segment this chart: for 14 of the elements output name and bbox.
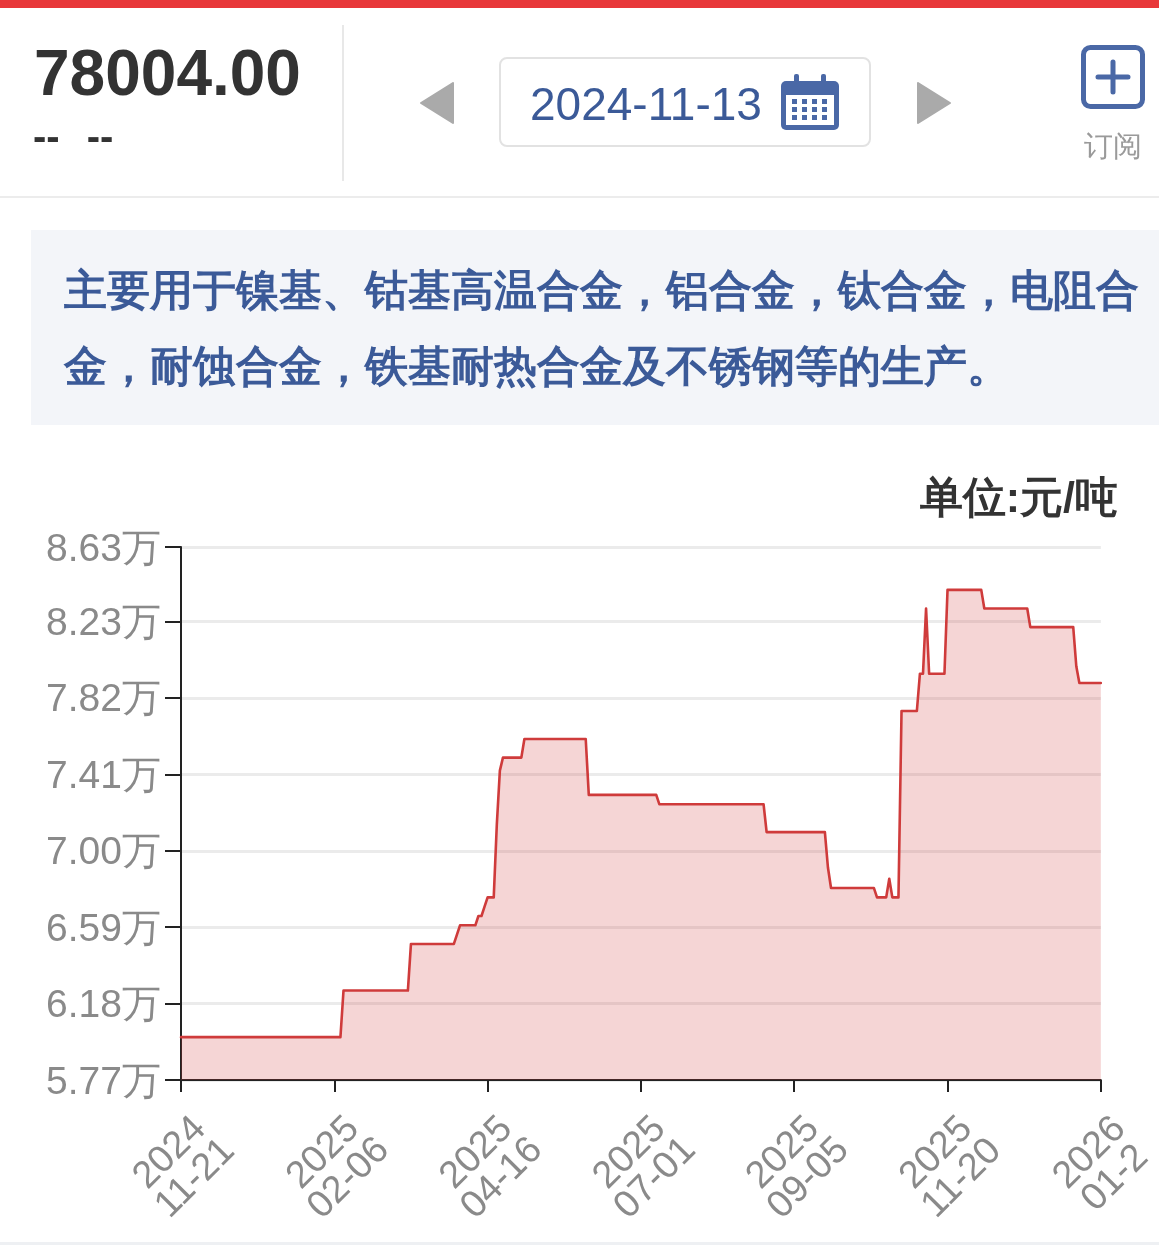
text: 订阅 (1084, 129, 1142, 163)
chart-subtitle: -- -- (33, 114, 114, 158)
chart-title: 78004.00 (34, 37, 301, 109)
y-tick-label: 8.23万 (46, 600, 161, 644)
y-tick-label: 7.41万 (46, 752, 161, 796)
y-tick-label: 8.63万 (46, 525, 161, 569)
text: 主要用于镍基、钴基高温合金，铝合金，钛合金，电阻合金，耐蚀合金，铁基耐热合金及不锈钢等的生产。 (64, 266, 1140, 392)
y-tick-label: 6.18万 (46, 982, 161, 1026)
y-tick-label: 7.00万 (46, 829, 161, 873)
y-tick-label: 5.77万 (46, 1058, 161, 1102)
y-axis-title: 单位:元/吨 (919, 473, 1118, 521)
y-tick-label: 7.82万 (46, 676, 161, 720)
y-tick-label: 6.59万 (46, 905, 161, 949)
text: 2024-11-13 (530, 78, 762, 130)
